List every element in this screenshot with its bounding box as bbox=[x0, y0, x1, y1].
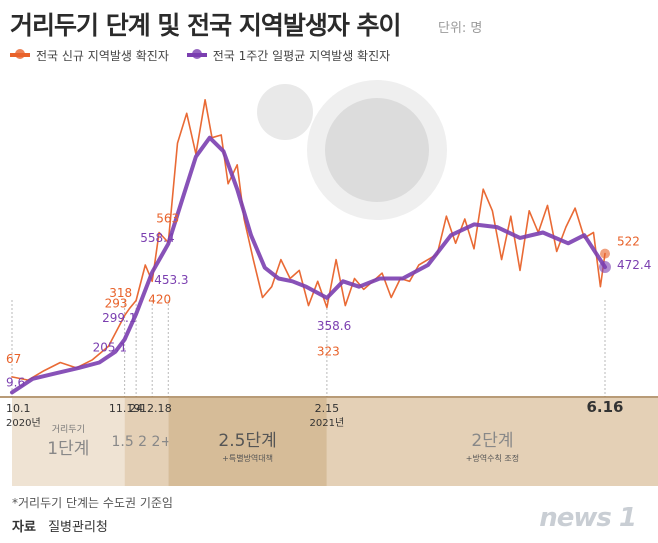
x-tick-label: 2.15 bbox=[315, 402, 340, 415]
data-label-daily: 318 bbox=[109, 286, 132, 300]
end-point-weekly bbox=[599, 261, 611, 274]
end-point-daily bbox=[600, 248, 610, 259]
stage-note: +특별방역대책 bbox=[222, 453, 273, 463]
stage-note: +방역수칙 조정 bbox=[466, 453, 519, 463]
stage-label: 2단계 bbox=[471, 431, 513, 451]
data-label-weekly: 299.1 bbox=[102, 311, 136, 325]
legend: 전국 신규 지역발생 확진자 전국 1주간 일평균 지역발생 확진자 bbox=[10, 46, 404, 64]
data-label-weekly: 558.4 bbox=[140, 231, 174, 245]
source-value: 질병관리청 bbox=[48, 520, 108, 535]
stage-band bbox=[168, 398, 327, 486]
x-tick-label: 24 bbox=[129, 402, 143, 415]
stage-bands: 거리두기 1단계 1.5 2 2+α 2.5단계 +특별방역대책 2단계 +방역수칙 조정 bbox=[12, 398, 658, 486]
x-tick-label: 12.1 bbox=[140, 402, 165, 415]
legend-swatch-daily bbox=[10, 49, 30, 59]
virus-illustration bbox=[257, 80, 447, 220]
news1-logo: news 1 bbox=[539, 503, 637, 533]
x-tick-label: 8 bbox=[165, 402, 172, 415]
stage-prefix: 거리두기 bbox=[52, 424, 85, 435]
unit-label: 단위: 명 bbox=[438, 21, 483, 36]
series-line-weekly bbox=[10, 135, 607, 395]
data-label-daily: 67 bbox=[6, 352, 21, 366]
legend-swatch-weekly bbox=[186, 49, 207, 59]
stage-label: 1.5 2 2+α bbox=[111, 434, 181, 450]
data-label-daily: 563 bbox=[156, 212, 179, 226]
data-label-daily: 420 bbox=[148, 292, 171, 306]
virus-large-icon bbox=[325, 98, 429, 202]
footnote: *거리두기 단계는 수도권 기준임 bbox=[12, 496, 173, 510]
x-tick-label: 6.16 bbox=[586, 398, 623, 416]
data-label-daily: 323 bbox=[317, 345, 340, 359]
chart-title: 거리두기 단계 및 전국 지역발생자 추이 bbox=[10, 11, 402, 40]
stage-band bbox=[326, 398, 658, 486]
legend-item-weekly: 전국 1주간 일평균 지역발생 확진자 bbox=[186, 47, 391, 64]
x-tick-label: 11.19 bbox=[109, 402, 141, 415]
legend-label-weekly: 전국 1주간 일평균 지역발생 확진자 bbox=[212, 48, 391, 63]
x-tick-sublabel: 2020년 bbox=[6, 417, 41, 429]
series-lines bbox=[10, 99, 611, 395]
data-label-weekly: 205.1 bbox=[93, 340, 127, 354]
data-label-weekly: 358.6 bbox=[317, 319, 351, 333]
x-tick-sublabel: 2021년 bbox=[310, 417, 345, 429]
data-label-weekly: 472.4 bbox=[617, 258, 651, 272]
virus-small-icon bbox=[257, 84, 313, 140]
data-label-weekly: 9.6 bbox=[6, 375, 25, 389]
legend-label-daily: 전국 신규 지역발생 확진자 bbox=[36, 48, 169, 63]
data-label-daily: 293 bbox=[105, 297, 128, 311]
stage-band bbox=[12, 398, 125, 486]
stage-label: 1단계 bbox=[47, 439, 89, 459]
x-tick-label: 10.1 bbox=[6, 402, 31, 415]
data-label-weekly: 453.3 bbox=[154, 273, 188, 287]
stage-label: 2.5단계 bbox=[218, 431, 276, 451]
stage-band bbox=[124, 398, 169, 486]
guide-lines bbox=[11, 300, 606, 397]
data-label-daily: 522 bbox=[617, 235, 640, 249]
legend-item-daily: 전국 신규 지역발생 확진자 bbox=[10, 47, 169, 64]
series-line-daily bbox=[11, 99, 606, 381]
source-label: 자료 bbox=[12, 520, 36, 535]
source: 자료 질병관리청 bbox=[12, 516, 108, 535]
